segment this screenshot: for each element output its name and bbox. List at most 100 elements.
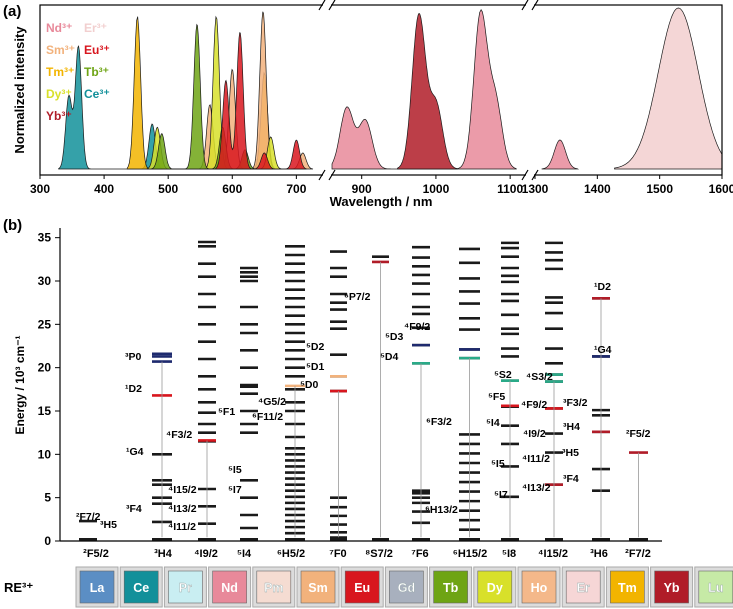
level-label: ⁵D3 <box>385 331 404 343</box>
tile-face <box>698 570 733 604</box>
level-label: ⁴I9/2 <box>523 428 546 440</box>
plot-frame-a <box>39 4 723 176</box>
legend-item: Nd³⁺ <box>46 21 72 35</box>
tile-face <box>256 570 292 604</box>
level-label: ¹D2 <box>594 281 611 293</box>
spectrum-eu-0 <box>215 32 307 170</box>
level-label: ⁵I5 <box>491 458 505 470</box>
element-tile-nd: Nd <box>208 566 252 608</box>
element-tile-sm: Sm <box>296 566 340 608</box>
y-axis-label-b: Energy / 10³ cm⁻¹ <box>13 335 27 434</box>
tile-face <box>477 570 513 604</box>
tile-face <box>300 570 336 604</box>
element-symbol: Nd <box>221 581 238 595</box>
element-tile-tb: Tb <box>429 566 473 608</box>
element-symbol: Pm <box>264 581 283 595</box>
element-tile-er: Er <box>561 566 605 608</box>
legend-item: Yb³⁺ <box>46 109 72 123</box>
level-label: ¹D2 <box>125 383 142 395</box>
element-symbol: Gd <box>398 581 415 595</box>
level-label: ⁴F3/2 <box>166 429 192 441</box>
x-tick-label: 500 <box>158 182 178 196</box>
level-label: ⁴I15/2 <box>168 484 197 496</box>
legend: Nd³⁺ Sm³⁺ Tm³⁺ Dy³⁺ Yb³⁺ Er³⁺ Eu³⁺ Tb³⁺ Ce³⁺ <box>46 21 110 123</box>
element-symbol: Pr <box>179 581 192 595</box>
level-label: ²F7/2 <box>76 511 101 523</box>
element-tile-tm: Tm <box>605 566 649 608</box>
tile-face <box>433 570 468 604</box>
spectrum-er-2 <box>614 7 723 170</box>
tile-face <box>654 570 689 604</box>
tile-face <box>521 570 557 604</box>
ground-state-label: ⁷F6 <box>411 548 428 560</box>
level-label: ⁴F9/2 <box>404 321 430 333</box>
x-tick-label: 300 <box>30 182 50 196</box>
level-label: ⁴F9/2 <box>521 399 547 411</box>
element-tile-lu: Lu <box>694 566 733 608</box>
ground-state-label: ²F7/2 <box>625 548 651 560</box>
tile-face <box>389 570 424 604</box>
element-symbol: Dy <box>487 581 503 595</box>
element-tile-eu: Eu <box>340 566 384 608</box>
level-label: ⁵I4 <box>486 417 500 429</box>
level-label: ⁵D0 <box>300 379 319 391</box>
element-symbol: Ce <box>133 581 149 595</box>
element-tile-ho: Ho <box>517 566 561 608</box>
element-tiles: La Ce Pr Nd Pm Sm Eu Gd Tb Dy Ho Er Tm Yb Lu <box>75 566 733 608</box>
element-symbol: Yb <box>664 581 680 595</box>
level-label: ³F4 <box>126 503 142 515</box>
level-label: ³F3/2 <box>563 397 588 409</box>
element-symbol: Er <box>577 581 590 595</box>
level-label: ⁴S3/2 <box>526 371 553 383</box>
ground-state-labels: ²F5/2 ³H4 ⁴I9/2 ⁵I4 ⁶H5/2 ⁷F0 ⁸S7/2 ⁷F6 ⁶H15/2 ⁵I… <box>83 548 651 560</box>
element-symbol: Sm <box>308 581 327 595</box>
element-tile-pm: Pm <box>252 566 296 608</box>
tile-face <box>168 570 203 604</box>
y-tick-label: 15 <box>38 404 52 418</box>
x-axis-label-a: Wavelength / nm <box>330 194 433 209</box>
level-label: ⁶F11/2 <box>252 411 283 423</box>
legend-item: Tb³⁺ <box>84 65 109 79</box>
y-tick-label: 0 <box>44 534 51 548</box>
ground-state-label: ⁵I4 <box>237 548 252 560</box>
ground-state-label: ⁶H5/2 <box>277 548 305 560</box>
ground-state-label: ⁴I15/2 <box>538 548 568 560</box>
axis-break-gap <box>526 0 534 180</box>
element-symbol: Eu <box>354 581 370 595</box>
element-tile-dy: Dy <box>473 566 517 608</box>
level-label: ⁵D2 <box>306 341 325 353</box>
y-tick-label: 30 <box>38 274 52 288</box>
element-tile-ce: Ce <box>119 566 163 608</box>
x-tick-label: 1400 <box>584 182 611 196</box>
level-label: ¹G4 <box>594 344 612 356</box>
x-tick-label: 1000 <box>423 182 450 196</box>
ground-state-label: ³H6 <box>590 548 608 560</box>
spectra-area <box>58 7 723 170</box>
tile-face <box>565 570 601 604</box>
level-label: ⁵I7 <box>228 484 242 496</box>
level-label: ⁵F5 <box>488 391 505 403</box>
axis-break-gap <box>323 0 331 180</box>
level-label: ³F4 <box>563 473 579 485</box>
ground-state-label: ⁸S7/2 <box>365 548 393 560</box>
axis-break-mark <box>521 169 529 181</box>
level-label: ²F5/2 <box>626 428 651 440</box>
legend-item: Er³⁺ <box>84 21 107 35</box>
energy-levels <box>79 240 648 541</box>
level-label: ³H5 <box>100 519 117 531</box>
tile-face <box>123 570 159 604</box>
element-symbol: Tb <box>443 581 459 595</box>
element-tile-la: La <box>75 566 119 608</box>
axis-break-mark <box>318 169 326 181</box>
level-labels: ²F7/2³H5³F4¹G4¹D2³P0⁴I11/2⁴I13/2⁴I15/2⁴F… <box>76 281 651 533</box>
tile-face <box>344 570 380 604</box>
x-tick-label: 600 <box>222 182 242 196</box>
element-symbol: Tm <box>618 581 637 595</box>
level-label: ³H5 <box>562 447 579 459</box>
legend-item: Sm³⁺ <box>46 43 75 57</box>
legend-item: Dy³⁺ <box>46 87 72 101</box>
level-label: ⁵S2 <box>494 369 512 381</box>
ground-state-label: ³H4 <box>154 548 173 560</box>
